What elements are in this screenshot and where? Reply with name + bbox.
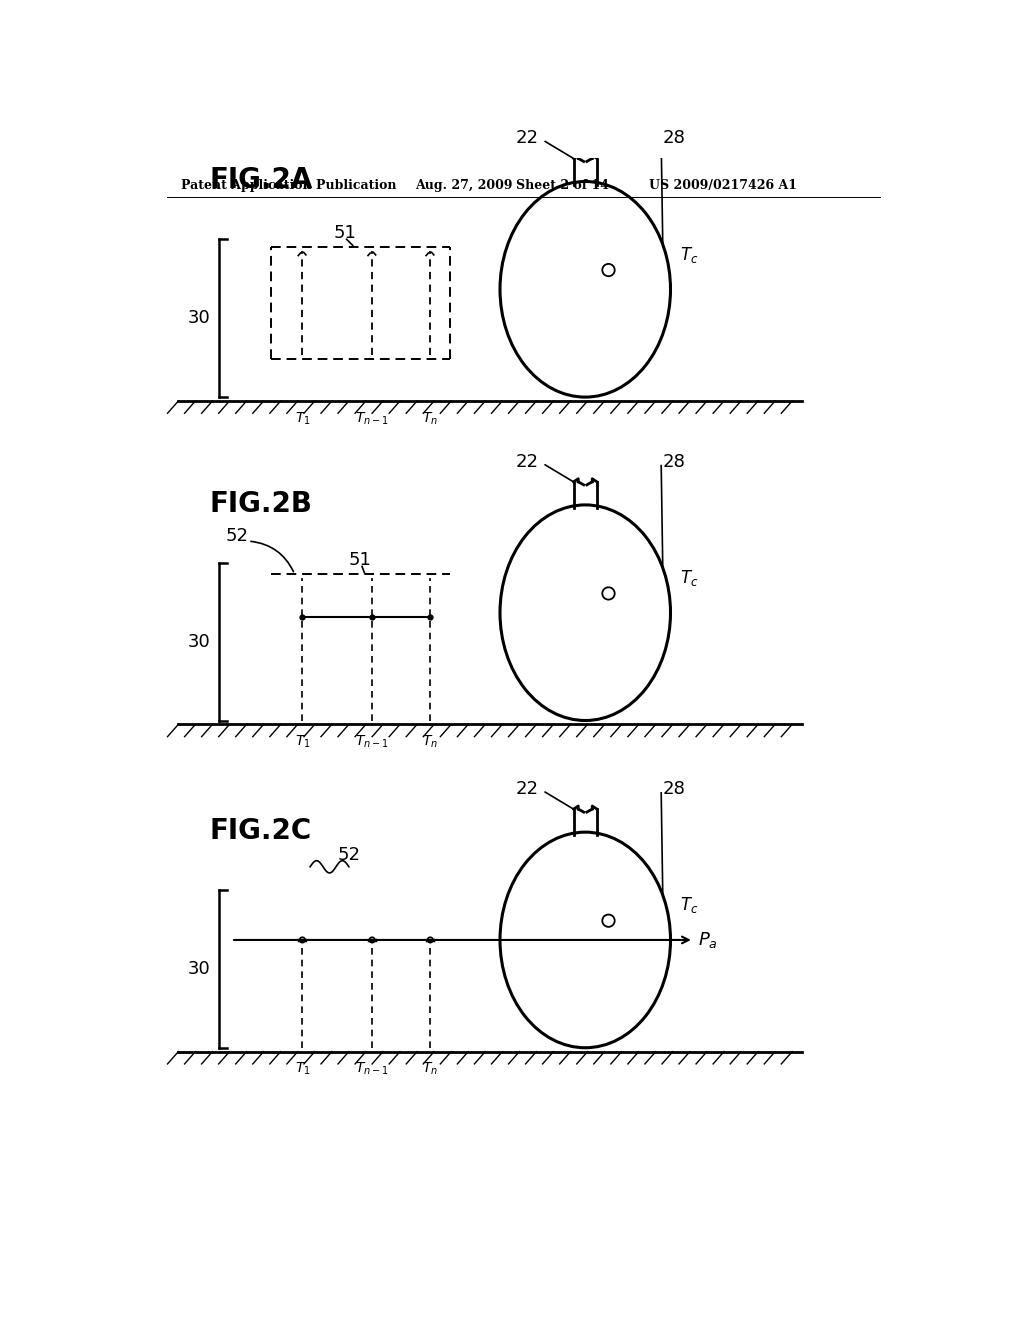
Text: $T_1$: $T_1$ [295,411,310,426]
Text: 28: 28 [663,453,686,471]
Text: 22: 22 [516,453,539,471]
Text: 30: 30 [187,632,210,651]
Text: Patent Application Publication: Patent Application Publication [180,178,396,191]
Text: Aug. 27, 2009: Aug. 27, 2009 [415,178,512,191]
Text: 52: 52 [337,846,360,865]
Text: 22: 22 [516,129,539,148]
Text: FIG.2A: FIG.2A [209,166,312,194]
Text: 51: 51 [349,552,372,569]
Text: $T_c$: $T_c$ [680,244,698,264]
Text: 51: 51 [334,224,356,242]
Text: 28: 28 [663,129,686,148]
Text: $T_n$: $T_n$ [422,1061,438,1077]
Text: $T_c$: $T_c$ [680,895,698,915]
Text: $T_{n-1}$: $T_{n-1}$ [355,1061,389,1077]
Circle shape [370,937,375,942]
Circle shape [300,937,305,942]
Text: 52: 52 [225,527,248,545]
Text: $T_1$: $T_1$ [295,734,310,750]
Text: Sheet 2 of 14: Sheet 2 of 14 [515,178,608,191]
Text: US 2009/0217426 A1: US 2009/0217426 A1 [649,178,797,191]
Text: FIG.2B: FIG.2B [209,490,312,517]
Text: 22: 22 [516,780,539,799]
Circle shape [428,937,433,942]
Text: 30: 30 [187,960,210,978]
Text: $T_{n-1}$: $T_{n-1}$ [355,734,389,750]
Text: FIG.2C: FIG.2C [209,817,311,845]
Text: $T_c$: $T_c$ [680,568,698,587]
Text: 30: 30 [187,309,210,327]
Text: $T_n$: $T_n$ [422,734,438,750]
Text: $T_{n-1}$: $T_{n-1}$ [355,411,389,426]
Text: $T_n$: $T_n$ [422,411,438,426]
Text: $T_1$: $T_1$ [295,1061,310,1077]
Text: $P_a$: $P_a$ [697,931,718,950]
Text: 28: 28 [663,780,686,799]
